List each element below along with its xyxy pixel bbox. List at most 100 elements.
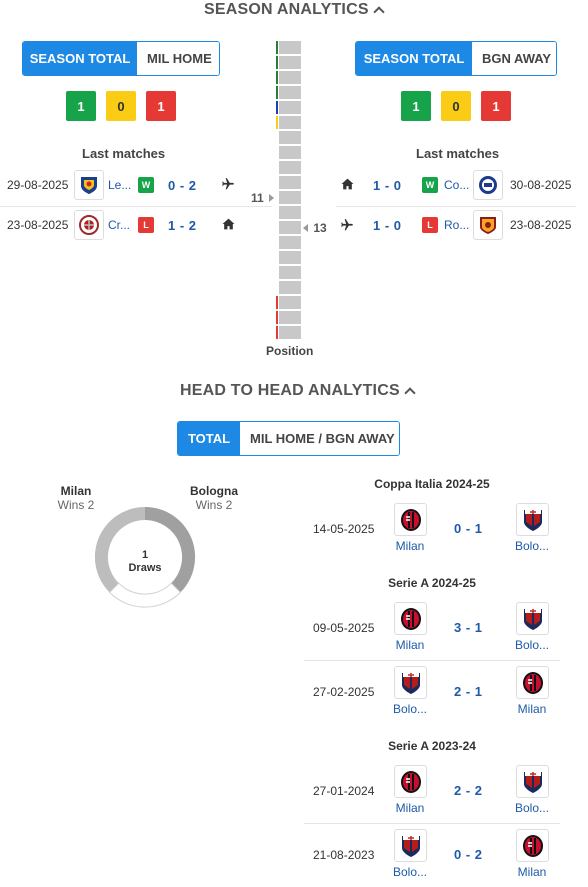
tab-mil-home[interactable]: MIL HOME: [137, 42, 219, 75]
season-analytics-header[interactable]: SEASON ANALYTICS: [204, 1, 385, 19]
row-divider: [304, 660, 560, 661]
match-score[interactable]: 1 - 2: [168, 217, 197, 233]
opponent-name[interactable]: Le...: [108, 178, 132, 192]
h2h-match-row[interactable]: 14-05-2025 Milan 0 - 1 Bolo...: [304, 500, 560, 558]
home-season-tabs: SEASON TOTAL MIL HOME: [22, 41, 220, 76]
donut-segment-home-wins: [94, 506, 145, 593]
h2h-home-wins: Wins 2: [57, 498, 95, 512]
bologna-crest-icon: [516, 503, 549, 536]
h2h-match-row[interactable]: 09-05-2025 Milan 3 - 1 Bolo...: [304, 599, 560, 657]
bologna-crest-icon: [516, 765, 549, 798]
home-last-matches-title: Last matches: [82, 146, 166, 161]
h2h-analytics-header[interactable]: HEAD TO HEAD ANALYTICS: [180, 382, 416, 400]
result-badge: L: [422, 217, 438, 233]
away-wins-badge: 1: [401, 91, 431, 121]
tab-bgn-away[interactable]: BGN AWAY: [472, 42, 556, 75]
home-team-name[interactable]: Milan: [395, 539, 425, 553]
opponent-name[interactable]: Co...: [444, 178, 470, 192]
chevron-up-icon: [373, 6, 385, 18]
away-last-match-row[interactable]: 1 - 0 W Co... 30-08-2025: [336, 167, 576, 203]
home-team-name[interactable]: Milan: [395, 638, 425, 652]
away-team-name[interactable]: Milan: [517, 702, 547, 716]
milan-crest-icon: [516, 666, 549, 699]
home-team-name[interactable]: Bolo...: [392, 702, 428, 716]
h2h-tabs: TOTAL MIL HOME / BGN AWAY: [177, 421, 400, 456]
position-cell: [279, 236, 301, 249]
match-date: 23-08-2025: [510, 218, 572, 232]
home-wins-badge: 1: [66, 91, 96, 121]
h2h-match-row[interactable]: 21-08-2023 Bolo... 0 - 2 Milan: [304, 826, 560, 884]
h2h-home-name: Milan: [60, 484, 92, 498]
tab-h2h-mil-home-bgn-away[interactable]: MIL HOME / BGN AWAY: [240, 422, 399, 455]
competition-title: Serie A 2024-25: [388, 576, 476, 590]
h2h-analytics-title: HEAD TO HEAD ANALYTICS: [180, 382, 400, 399]
h2h-match-row[interactable]: 27-02-2025 Bolo... 2 - 1 Milan: [304, 663, 560, 721]
home-draws-badge: 0: [106, 91, 136, 121]
match-score[interactable]: 2 - 1: [454, 684, 483, 699]
away-last-match-row[interactable]: 1 - 0 L Ro... 23-08-2025: [336, 207, 576, 243]
home-position-indicator: 11: [251, 191, 275, 205]
away-team-name[interactable]: Bolo...: [514, 539, 550, 553]
position-label: Position: [266, 344, 314, 358]
h2h-away-summary: Bologna Wins 2: [186, 484, 242, 512]
row-divider: [304, 823, 560, 824]
draws-count: 1: [141, 549, 149, 561]
tab-away-season-total[interactable]: SEASON TOTAL: [356, 42, 472, 75]
row-divider: [0, 206, 272, 207]
away-position-indicator: 13: [303, 221, 327, 235]
match-score[interactable]: 2 - 2: [454, 783, 483, 798]
competition-title: Coppa Italia 2024-25: [374, 477, 490, 491]
position-cell: [279, 176, 301, 189]
match-score[interactable]: 0 - 1: [454, 521, 483, 536]
match-date: 14-05-2025: [313, 522, 375, 536]
position-cell: [276, 101, 301, 114]
position-cell: [276, 116, 301, 129]
draws-center-label: 1 Draws: [121, 549, 169, 575]
milan-crest-icon: [516, 829, 549, 862]
match-score[interactable]: 1 - 0: [373, 217, 402, 233]
milan-crest-icon: [394, 602, 427, 635]
h2h-away-wins: Wins 2: [195, 498, 233, 512]
position-cell: [276, 326, 301, 339]
position-cell: [279, 146, 301, 159]
position-cell: [279, 191, 301, 204]
arrow-right-icon: [269, 194, 275, 202]
away-draws-badge: 0: [441, 91, 471, 121]
home-last-match-row[interactable]: 29-08-2025 Le... W 0 - 2: [0, 167, 272, 203]
home-losses-badge: 1: [146, 91, 176, 121]
position-cell: [279, 281, 301, 294]
match-date: 27-01-2024: [313, 784, 375, 798]
result-badge: L: [138, 217, 154, 233]
match-date: 27-02-2025: [313, 685, 375, 699]
position-cell: [276, 296, 301, 309]
opponent-name[interactable]: Ro...: [444, 218, 470, 232]
away-team-name[interactable]: Bolo...: [514, 638, 550, 652]
home-team-name[interactable]: Milan: [395, 801, 425, 815]
match-date: 21-08-2023: [313, 848, 375, 862]
match-score[interactable]: 0 - 2: [454, 847, 483, 862]
tab-home-season-total[interactable]: SEASON TOTAL: [23, 42, 137, 75]
h2h-match-row[interactable]: 27-01-2024 Milan 2 - 2 Bolo...: [304, 762, 560, 820]
position-cell: [276, 41, 301, 54]
match-score[interactable]: 3 - 1: [454, 620, 483, 635]
home-last-match-row[interactable]: 23-08-2025 Cr... L 1 - 2: [0, 207, 272, 243]
position-cell: [279, 251, 301, 264]
row-divider: [336, 206, 576, 207]
home-position-value: 11: [251, 191, 264, 205]
match-score[interactable]: 1 - 0: [373, 177, 402, 193]
tab-h2h-total[interactable]: TOTAL: [178, 422, 240, 455]
milan-crest-icon: [394, 765, 427, 798]
result-badge: W: [138, 177, 154, 193]
away-team-name[interactable]: Milan: [517, 865, 547, 879]
away-team-name[interactable]: Bolo...: [514, 801, 550, 815]
lecce-crest-icon: [74, 170, 104, 200]
match-date: 29-08-2025: [7, 178, 69, 192]
bologna-crest-icon: [516, 602, 549, 635]
opponent-name[interactable]: Cr...: [108, 218, 131, 232]
donut-segment-draws: [108, 582, 182, 608]
home-team-name[interactable]: Bolo...: [392, 865, 428, 879]
match-score[interactable]: 0 - 2: [168, 177, 197, 193]
donut-segment-away-wins: [145, 506, 196, 593]
result-badge: W: [422, 177, 438, 193]
cremonese-crest-icon: [74, 210, 104, 240]
